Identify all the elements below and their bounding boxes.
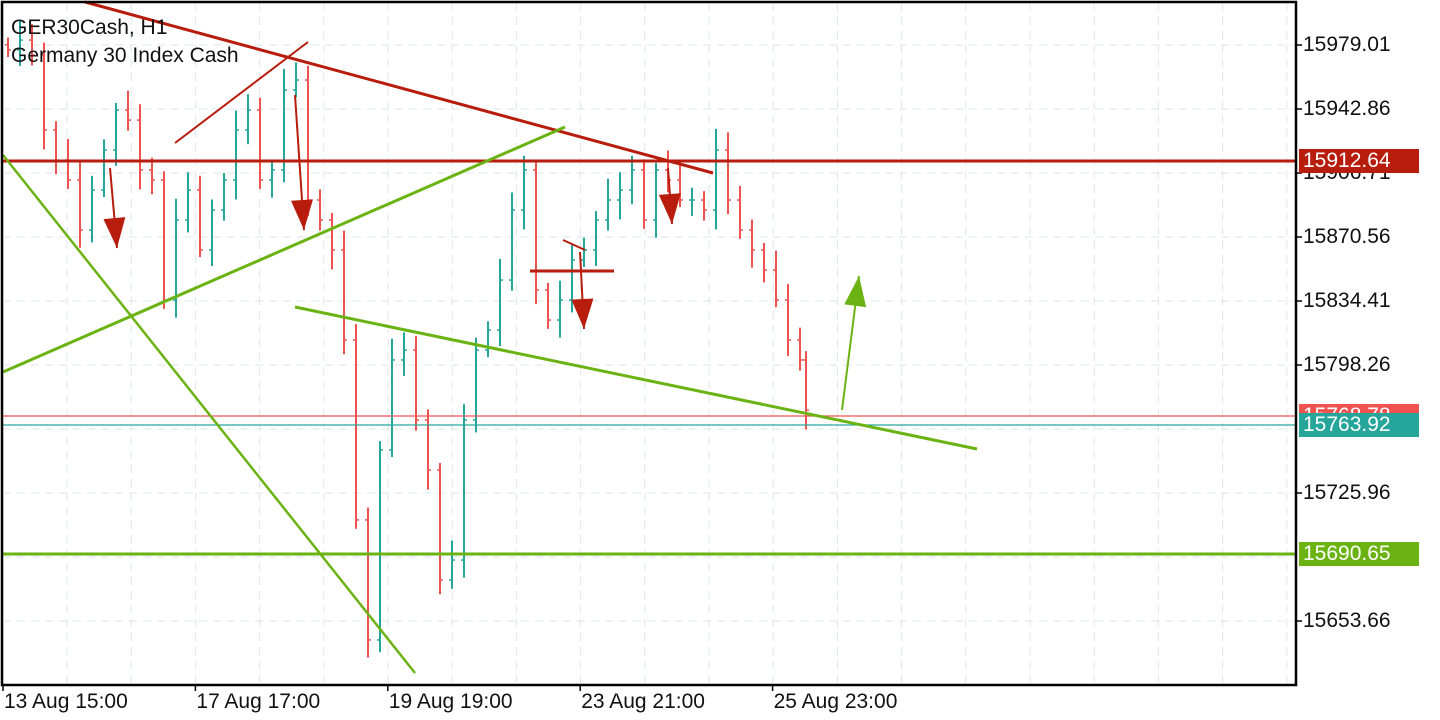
y-tick-label: 15942.86 <box>1303 97 1391 120</box>
y-tick-label: 15834.41 <box>1303 289 1391 312</box>
trend-line <box>2 154 416 674</box>
price-tag: 15763.92 <box>1299 413 1419 437</box>
trend-line <box>562 239 586 251</box>
price-tag: 15912.64 <box>1299 149 1419 173</box>
arrow-down-icon <box>571 298 594 329</box>
x-tick-label: 25 Aug 23:00 <box>773 690 898 713</box>
x-tick-label: 19 Aug 19:00 <box>388 690 513 713</box>
trend-line <box>2 125 566 374</box>
y-tick-label: 15979.01 <box>1303 33 1391 56</box>
arrow-down-icon <box>103 217 126 248</box>
arrow-up-icon <box>844 276 867 308</box>
arrow-down-icon <box>291 199 313 230</box>
trend-line <box>174 41 309 144</box>
y-tick-label: 15653.66 <box>1303 609 1391 632</box>
y-tick-label: 15870.56 <box>1303 225 1391 248</box>
price-tag: 15690.65 <box>1299 542 1419 566</box>
plot-frame <box>0 0 1298 687</box>
chart-symbol: GER30Cash, H1 <box>11 16 168 39</box>
x-tick-label: 13 Aug 15:00 <box>4 690 128 713</box>
y-tick-label: 15725.96 <box>1303 481 1391 504</box>
x-tick-label: 23 Aug 21:00 <box>581 690 705 713</box>
chart-description: Germany 30 Index Cash <box>11 44 239 67</box>
trend-line <box>294 305 978 451</box>
y-tick-label: 15798.26 <box>1303 353 1391 376</box>
trend-line <box>84 0 714 175</box>
arrow-down-icon <box>658 193 681 224</box>
x-tick-label: 17 Aug 17:00 <box>196 690 321 713</box>
